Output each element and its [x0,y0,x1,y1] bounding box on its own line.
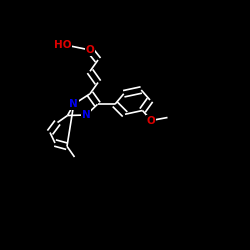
Text: N: N [82,110,90,120]
Text: N: N [70,99,78,109]
Text: O: O [86,45,94,55]
Text: O: O [147,116,156,126]
Text: HO: HO [54,40,72,50]
